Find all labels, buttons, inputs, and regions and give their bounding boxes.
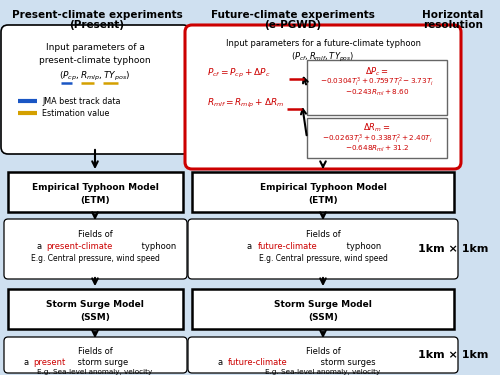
Text: Storm Surge Model: Storm Surge Model xyxy=(46,300,144,309)
Text: Estimation value: Estimation value xyxy=(42,109,110,118)
Text: future-climate: future-climate xyxy=(258,242,318,251)
Text: (ETM): (ETM) xyxy=(308,196,338,205)
Text: $P_{cf} = P_{cp} + \Delta P_c$: $P_{cf} = P_{cp} + \Delta P_c$ xyxy=(207,67,270,80)
Text: Present-climate experiments: Present-climate experiments xyxy=(12,10,182,20)
Text: 1km × 1km: 1km × 1km xyxy=(418,350,488,360)
Text: future-climate: future-climate xyxy=(228,358,288,367)
Text: Storm Surge Model: Storm Surge Model xyxy=(274,300,372,309)
Text: typhoon: typhoon xyxy=(344,242,382,251)
Text: Horizontal: Horizontal xyxy=(422,10,484,20)
Text: $-0.0263T_i^3+0.338T_i^2+2.40T_i$: $-0.0263T_i^3+0.338T_i^2+2.40T_i$ xyxy=(322,133,432,146)
Text: E.g. Central pressure, wind speed: E.g. Central pressure, wind speed xyxy=(258,254,388,263)
Text: present: present xyxy=(33,358,65,367)
Text: a: a xyxy=(37,242,45,251)
Text: $-0.0304T_i^3+0.7597T_i^2-3.73T_i$: $-0.0304T_i^3+0.7597T_i^2-3.73T_i$ xyxy=(320,76,434,89)
FancyBboxPatch shape xyxy=(307,60,447,115)
FancyBboxPatch shape xyxy=(1,25,190,154)
Text: typhoon: typhoon xyxy=(139,242,176,251)
Text: Input parameters of a: Input parameters of a xyxy=(46,43,144,52)
FancyBboxPatch shape xyxy=(185,25,461,169)
Text: a: a xyxy=(24,358,32,367)
Text: 1km × 1km: 1km × 1km xyxy=(418,244,488,254)
Text: a: a xyxy=(218,358,226,367)
Text: E.g. Sea-level anomaly, velocity: E.g. Sea-level anomaly, velocity xyxy=(38,369,152,375)
FancyBboxPatch shape xyxy=(307,118,447,158)
Text: Fields of: Fields of xyxy=(78,230,112,239)
Text: (ETM): (ETM) xyxy=(80,196,110,205)
Text: Input parameters for a future-climate typhoon: Input parameters for a future-climate ty… xyxy=(226,39,420,48)
Text: $-0.648R_{ml}+31.2$: $-0.648R_{ml}+31.2$ xyxy=(345,144,409,154)
Text: $\Delta R_m=$: $\Delta R_m=$ xyxy=(364,122,390,135)
Text: storm surge: storm surge xyxy=(75,358,128,367)
Text: $-0.243R_{ml}+8.60$: $-0.243R_{ml}+8.60$ xyxy=(344,88,410,98)
Text: $\Delta P_c=$: $\Delta P_c=$ xyxy=(365,65,389,78)
FancyBboxPatch shape xyxy=(188,337,458,373)
FancyBboxPatch shape xyxy=(188,219,458,279)
FancyBboxPatch shape xyxy=(192,289,454,329)
Text: $(P_{cf}, R_{mlf}, TY_{pos})$: $(P_{cf}, R_{mlf}, TY_{pos})$ xyxy=(292,51,354,64)
Text: Future-climate experiments: Future-climate experiments xyxy=(211,10,375,20)
Text: Empirical Typhoon Model: Empirical Typhoon Model xyxy=(32,183,158,192)
Text: (SSM): (SSM) xyxy=(80,313,110,322)
Text: (e-PGWD): (e-PGWD) xyxy=(264,20,322,30)
FancyBboxPatch shape xyxy=(8,172,183,212)
FancyBboxPatch shape xyxy=(8,289,183,329)
FancyBboxPatch shape xyxy=(4,337,187,373)
Text: a: a xyxy=(247,242,255,251)
Text: E.g. Sea-level anomaly, velocity: E.g. Sea-level anomaly, velocity xyxy=(266,369,380,375)
Text: resolution: resolution xyxy=(423,20,483,30)
Text: E.g. Central pressure, wind speed: E.g. Central pressure, wind speed xyxy=(30,254,160,263)
Text: Empirical Typhoon Model: Empirical Typhoon Model xyxy=(260,183,386,192)
FancyBboxPatch shape xyxy=(4,219,187,279)
Text: Fields of: Fields of xyxy=(306,230,340,239)
Text: storm surges: storm surges xyxy=(318,358,376,367)
Text: present-climate: present-climate xyxy=(46,242,112,251)
Text: (SSM): (SSM) xyxy=(308,313,338,322)
Text: (Present): (Present) xyxy=(70,20,124,30)
Text: present-climate typhoon: present-climate typhoon xyxy=(39,56,151,65)
FancyBboxPatch shape xyxy=(192,172,454,212)
Text: Fields of: Fields of xyxy=(78,347,112,356)
Text: Fields of: Fields of xyxy=(306,347,340,356)
Text: $R_{mlf} = R_{mlp} + \Delta R_m$: $R_{mlf} = R_{mlp} + \Delta R_m$ xyxy=(207,97,284,110)
Text: $(P_{cp}, R_{mlp}, TY_{pos})$: $(P_{cp}, R_{mlp}, TY_{pos})$ xyxy=(60,70,130,83)
Text: JMA best track data: JMA best track data xyxy=(42,97,120,106)
